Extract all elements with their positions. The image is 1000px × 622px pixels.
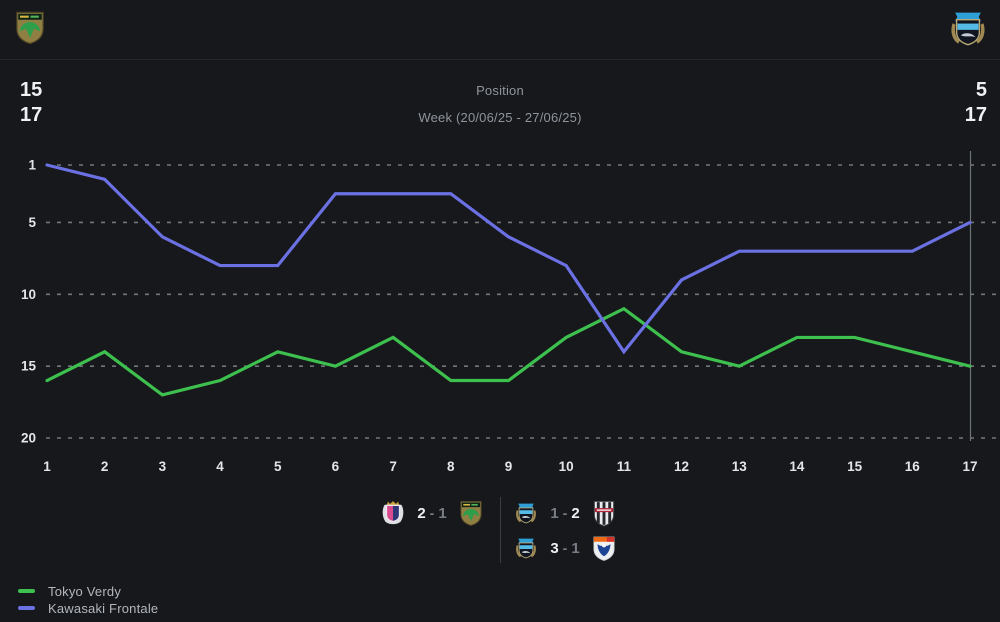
away-position: 5 [975,79,987,101]
home-position: 15 [20,79,43,101]
tokyo-verdy-crest-icon [15,8,45,53]
match-score: 2-1 [406,505,458,522]
home-team-score: 2 [417,504,426,522]
match-score: 3-1 [539,540,591,557]
legend-label: Kawasaki Frontale [48,600,159,616]
home-team-score: 3 [550,539,559,557]
albirex-niigata-crest-icon [591,535,617,562]
x-axis-week-label: 6 [332,459,340,474]
x-axis-week-label: 13 [732,459,748,474]
away-team-matches: 1-2 3-1 [513,498,617,568]
legend-color-swatch [18,588,35,594]
x-axis-week-label: 10 [559,459,574,474]
x-axis-week-label: 4 [216,459,224,474]
kawasaki-frontale-crest-icon [513,535,539,562]
legend-item: Kawasaki Frontale [18,600,158,616]
x-axis-week-label: 12 [674,459,689,474]
home-total-teams: 17 [20,104,43,126]
match-result-row: 1-2 [513,498,617,528]
score-separator: - [429,505,435,521]
vissel-kobe-crest-icon [591,500,617,527]
chart-header-labels: Position Week (20/06/25 - 27/06/25) [0,61,1000,125]
metric-label: Position [476,83,524,98]
x-axis-week-label: 8 [447,459,455,474]
x-axis-week-label: 9 [505,459,513,474]
away-team-score: 1 [438,504,447,522]
match-result-row: 3-1 [513,533,617,563]
away-team-score: 1 [571,539,580,557]
tokyo-verdy-crest-icon [458,500,484,527]
x-axis-week-label: 5 [274,459,282,474]
x-axis-week-label: 16 [905,459,921,474]
week-range-label: Week (20/06/25 - 27/06/25) [418,110,582,125]
x-axis-week-label: 1 [43,459,51,474]
x-axis-week-label: 17 [962,459,977,474]
match-result-row: 2-1 [380,498,484,528]
chart-legend: Tokyo Verdy Kawasaki Frontale [18,583,158,617]
y-axis-tick-label: 20 [21,431,36,446]
away-total-teams: 17 [964,104,987,126]
kawasaki-frontale-crest-icon [948,8,988,55]
legend-label: Tokyo Verdy [48,583,122,599]
x-axis-week-label: 15 [847,459,863,474]
y-axis-tick-label: 15 [21,359,37,374]
away-team-score: 2 [571,504,580,522]
home-team-matches: 2-1 [380,498,484,533]
cerezo-osaka-crest-icon [380,500,406,527]
y-axis-tick-label: 1 [28,158,36,173]
match-score: 1-2 [539,505,591,522]
score-separator: - [562,505,568,521]
home-team-score: 1 [550,504,559,522]
away-position-block: 5 17 [965,78,987,128]
home-position-block: 15 17 [20,78,42,128]
legend-color-swatch [18,605,35,611]
x-axis-week-label: 3 [159,459,167,474]
score-header: 15 17 Position Week (20/06/25 - 27/06/25… [0,61,1000,145]
y-axis-tick-label: 5 [28,215,36,230]
x-axis-week-label: 2 [101,459,109,474]
y-axis-tick-label: 10 [21,287,36,302]
x-axis-week-label: 7 [389,459,397,474]
top-bar [0,0,1000,60]
position-line-tokyo-verdy [45,306,972,397]
legend-item: Tokyo Verdy [18,583,158,599]
x-axis-week-label: 11 [617,459,632,474]
score-separator: - [562,540,568,556]
match-column-divider [500,497,501,563]
position-line-kawasaki-frontale [45,163,972,355]
x-axis-week-label: 14 [789,459,805,474]
weekly-matches-strip: 2-1 1-2 3-1 [0,490,1000,575]
kawasaki-frontale-crest-icon [513,500,539,527]
